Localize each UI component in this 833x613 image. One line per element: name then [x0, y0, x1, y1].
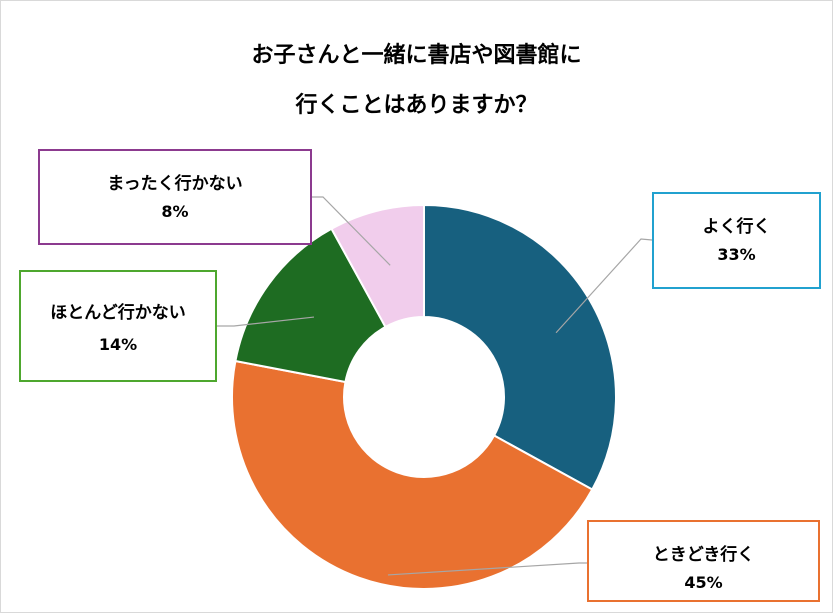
data-label-mattaku-ikanai: まったく行かない 8% — [38, 149, 312, 245]
donut-slice-yoku-iku — [423, 203, 617, 491]
data-label-percent: 33% — [717, 245, 756, 264]
data-label-name: ほとんど行かない — [50, 303, 186, 323]
data-label-tokidoki-iku: ときどき行く 45% — [587, 520, 820, 602]
donut-slice-tokidoki-iku — [231, 359, 594, 590]
donut-slice-hotondo-ikanai — [234, 227, 387, 384]
leader-line-tokidoki-iku — [387, 562, 587, 576]
data-label-name: ときどき行く — [652, 545, 755, 565]
leader-line-mattaku-ikanai — [312, 196, 391, 266]
chart-title-line-2: 行くことはありますか？ — [295, 93, 538, 118]
data-label-name: よく行く — [702, 217, 771, 237]
leader-line-hotondo-ikanai — [217, 316, 315, 327]
donut-slice-mattaku-ikanai — [330, 203, 425, 329]
chart-title-line-1: お子さんと一緒に書店や図書館に — [251, 43, 582, 68]
leader-line-yoku-iku — [555, 238, 653, 334]
data-label-percent: 45% — [684, 573, 723, 592]
data-label-percent: 8% — [161, 202, 189, 221]
data-label-yoku-iku: よく行く 33% — [652, 192, 821, 289]
data-label-percent: 14% — [98, 335, 138, 354]
data-label-hotondo-ikanai: ほとんど行かない 14% — [19, 270, 217, 382]
data-label-name: まったく行かない — [107, 174, 243, 194]
